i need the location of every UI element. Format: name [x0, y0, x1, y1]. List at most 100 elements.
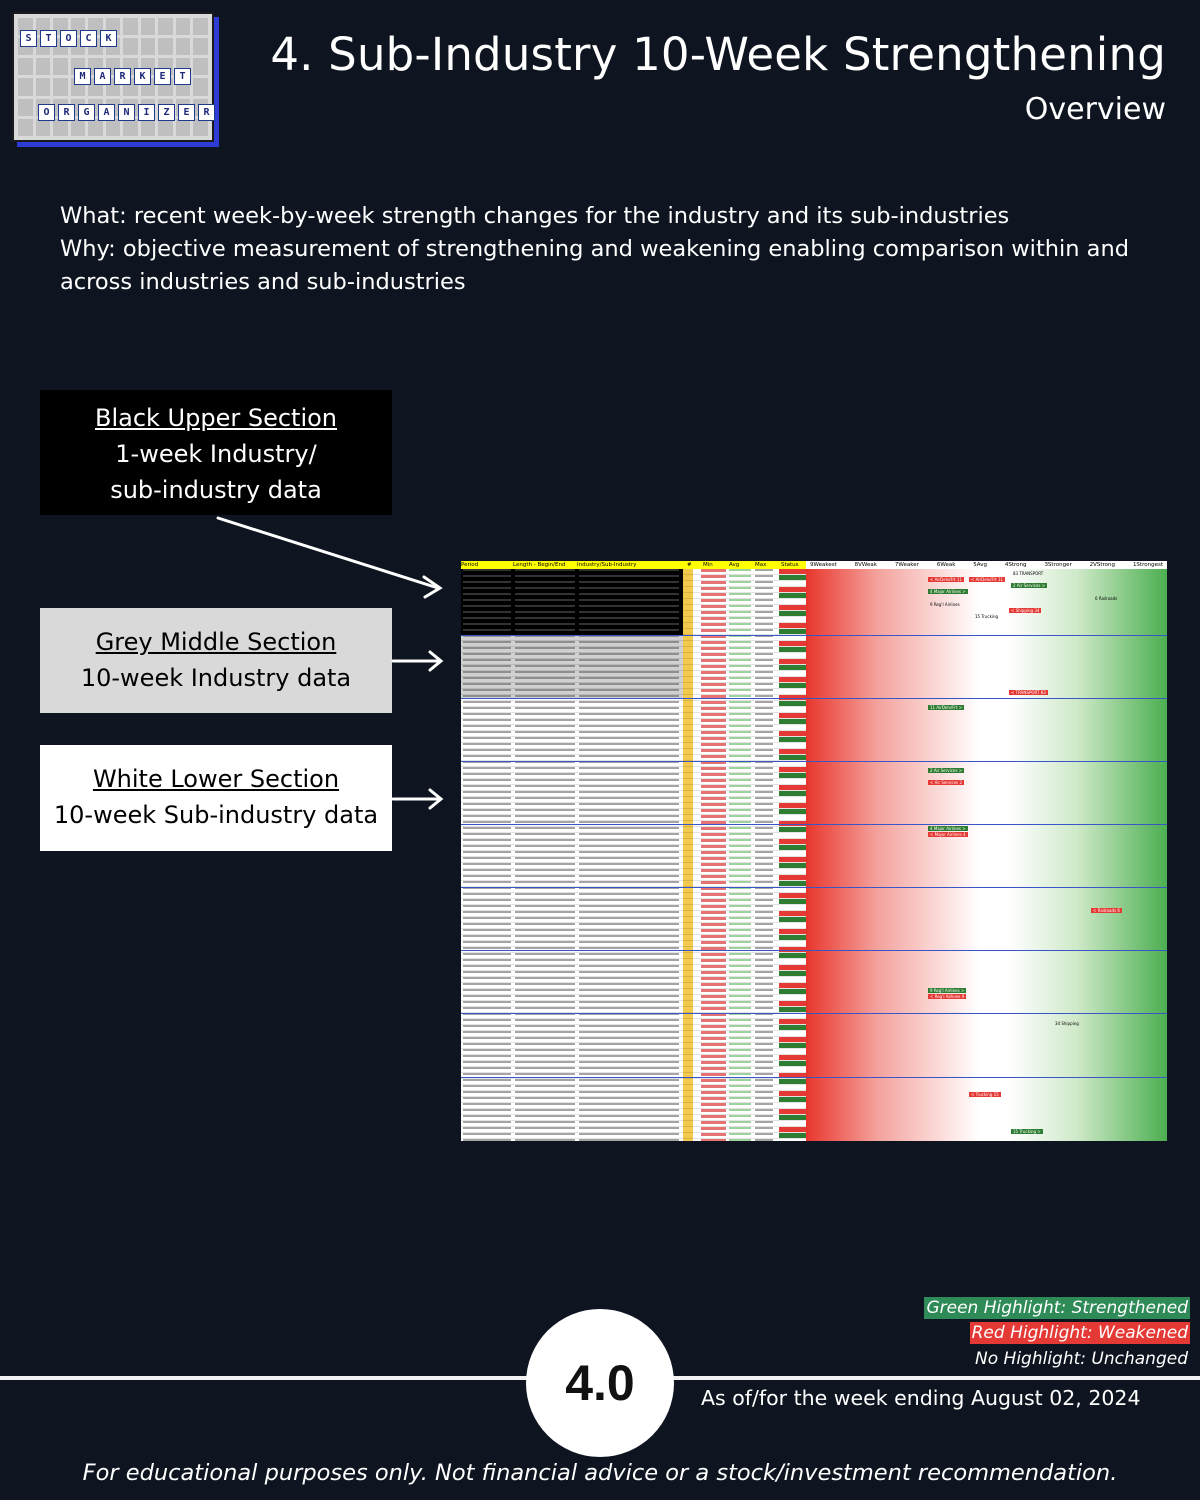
section-divider: [461, 1077, 1167, 1078]
logo-letter: R: [58, 104, 75, 121]
sheet-tag: 11 AirDelv/Frt >: [928, 705, 965, 710]
logo-letter: R: [114, 68, 131, 85]
sheet-tag: 15 Trucking: [975, 614, 999, 619]
logo-word-market: M A R K E T: [74, 68, 191, 85]
sheet-tag: < TRANSPORT 83: [1009, 690, 1048, 695]
logo-letter: C: [80, 30, 97, 47]
callout-grey-middle-section: Grey Middle Section 10-week Industry dat…: [40, 608, 392, 713]
logo-grid-cell: [88, 118, 103, 136]
logo-word-stock: S T O C K: [20, 30, 117, 47]
logo-grid-cell: [140, 38, 156, 56]
logo-letter: A: [94, 68, 111, 85]
page-title: 4. Sub-Industry 10-Week Strengthening: [270, 28, 1166, 81]
callout-heading: Black Upper Section: [94, 404, 338, 432]
logo-letter: Z: [158, 104, 175, 121]
legend-weakened: Red Highlight: Weakened: [969, 1322, 1190, 1344]
header-cell: Industry/Sub-Industry: [577, 562, 637, 568]
industry-column: [579, 569, 679, 1141]
logo-grid-cell: [18, 58, 33, 76]
sheet-row-lines: [461, 569, 806, 1141]
logo-grid-cell: [53, 78, 68, 96]
count-column: [683, 569, 693, 1141]
section-divider: [461, 698, 1167, 699]
header-cell: Period: [461, 562, 479, 568]
logo-letter: S: [20, 30, 37, 47]
legend-unchanged: No Highlight: Unchanged: [975, 1349, 1188, 1369]
callout-black-upper-section: Black Upper Section 1-week Industry/ sub…: [40, 390, 392, 515]
disclaimer-footer: For educational purposes only. Not finan…: [82, 1460, 1118, 1486]
as-of-date: As of/for the week ending August 02, 202…: [701, 1386, 1141, 1410]
sheet-left-header: Period Length - Begin/End Industry/Sub-I…: [461, 561, 806, 569]
arrow-upper-head: [422, 575, 443, 599]
arrow-lower-head: [428, 788, 444, 810]
sheet-tag: < Railroads 6: [1091, 908, 1122, 913]
logo-grid-cell: [123, 38, 138, 56]
description: What: recent week-by-week strength chang…: [60, 200, 1160, 299]
logo-grid-cell: [35, 58, 51, 76]
description-why: Why: objective measurement of strengthen…: [60, 236, 1130, 295]
min-column: [701, 569, 726, 1141]
sheet-tag: 4 Major Airlines >: [928, 589, 968, 594]
callout-text: 10-week Industry data: [80, 664, 352, 692]
logo-grid-cell: [193, 18, 208, 36]
callout-text: 1-week Industry/: [115, 440, 317, 468]
logo-grid-cell: [70, 118, 86, 136]
avg-column: [729, 569, 751, 1141]
logo-grid-cell: [53, 118, 68, 136]
header-cell: 5Avg: [973, 562, 987, 568]
callout-heading: Grey Middle Section: [95, 628, 337, 656]
section-divider: [461, 635, 1167, 636]
arrow-upper: [216, 516, 440, 590]
callout-white-lower-section: White Lower Section 10-week Sub-industry…: [40, 745, 392, 851]
legend-strengthened: Green Highlight: Strengthened: [924, 1297, 1190, 1319]
header-cell: 7Weaker: [894, 562, 919, 568]
sheet-tag: 34 Shipping: [1055, 1021, 1079, 1026]
logo-grid-cell: [140, 118, 156, 136]
spreadsheet-thumbnail: Period Length - Begin/End Industry/Sub-I…: [461, 561, 1167, 1141]
logo-letter: N: [118, 104, 135, 121]
logo-grid-cell: [158, 118, 173, 136]
header-cell: 6Weak: [936, 562, 956, 568]
logo-grid-cell: [175, 38, 191, 56]
logo-grid-cell: [158, 18, 173, 36]
page-subtitle: Overview: [1024, 92, 1166, 127]
sheet-tag: 9 Reg'l Airlines >: [928, 988, 967, 993]
header-cell: Length - Begin/End: [513, 562, 566, 568]
logo-letter: K: [134, 68, 151, 85]
header-cell: 8VWeak: [854, 562, 877, 568]
sheet-tag: 2 Air Services >: [1011, 583, 1048, 588]
header-cell: Min: [703, 562, 713, 568]
sheet-tag: 6 Railroads: [1095, 596, 1118, 601]
sheet-tag: 2 Air Services >: [928, 768, 965, 773]
strength-heatmap-background: [806, 569, 1167, 1141]
callout-text: sub-industry data: [110, 476, 322, 504]
header-cell: 3Stronger: [1044, 562, 1072, 568]
sheet-tag: 9 Reg'l Airlines: [930, 602, 960, 607]
logo-letter: R: [198, 104, 215, 121]
logo-word-organizer: O R G A N I Z E R: [38, 104, 215, 121]
logo-grid-cell: [193, 58, 208, 76]
section-divider: [461, 887, 1167, 888]
logo-grid-cell: [18, 78, 33, 96]
sheet-tag: < Major Airlines 4: [928, 832, 968, 837]
logo-grid-cell: [193, 38, 208, 56]
logo-letter: A: [98, 104, 115, 121]
logo-grid-cell: [123, 118, 138, 136]
logo-letter: I: [138, 104, 155, 121]
header-cell: 2VStrong: [1089, 562, 1116, 568]
logo-letter: E: [154, 68, 171, 85]
logo-grid-cell: [140, 18, 156, 36]
sheet-tag: < Shipping 34: [1009, 608, 1042, 613]
logo-letter: T: [40, 30, 57, 47]
callout-text: 10-week Sub-industry data: [53, 801, 379, 829]
stock-market-organizer-logo: S T O C K M A R K E T O R G A N I Z E R: [12, 12, 215, 142]
sheet-tag: 15 Trucking >: [1011, 1129, 1043, 1134]
sheet-tag: < Reg'l Airlines 9: [928, 994, 967, 999]
header-cell: Avg: [729, 562, 740, 568]
logo-grid-cell: [53, 58, 68, 76]
sheet-right-header: 9Weakest 8VWeak 7Weaker 6Weak 5Avg 4Stro…: [806, 561, 1167, 569]
sheet-tag: < Trucking 15: [969, 1092, 1001, 1097]
logo-grid-cell: [18, 98, 33, 116]
description-what: What: recent week-by-week strength chang…: [60, 203, 1010, 229]
logo-grid-cell: [193, 78, 208, 96]
